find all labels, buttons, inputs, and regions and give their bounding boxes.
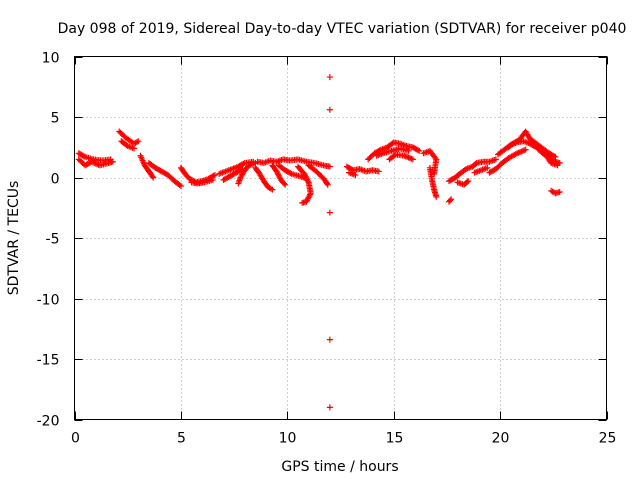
data-point [447, 197, 454, 204]
data-point [210, 172, 217, 179]
data-point [375, 168, 382, 175]
data-point [269, 186, 276, 193]
y-axis-label: SDTVAR / TECUs [6, 181, 22, 296]
data-point [326, 209, 333, 216]
y-tick-label: 5 [51, 111, 60, 127]
y-tick-label: 10 [42, 51, 60, 67]
x-tick-label: 0 [71, 431, 80, 447]
data-point [522, 146, 529, 153]
data-point [324, 181, 331, 188]
x-tick-label: 15 [386, 431, 404, 447]
y-tick-label: -10 [37, 293, 60, 309]
data-point [416, 147, 423, 154]
data-point [80, 153, 87, 160]
data-point [135, 138, 142, 145]
data-point [324, 180, 331, 187]
data-layer [75, 74, 563, 411]
data-point [326, 106, 333, 113]
data-point [240, 160, 247, 167]
data-point [492, 156, 499, 163]
data-point [326, 163, 333, 170]
data-point [465, 178, 472, 185]
y-tick-label: -20 [37, 414, 60, 430]
data-point [405, 147, 412, 154]
data-point [211, 172, 218, 179]
data-point [131, 145, 138, 152]
y-tick-label: -5 [46, 232, 60, 248]
data-point [326, 336, 333, 343]
data-point [326, 74, 333, 81]
data-point [282, 181, 289, 188]
data-point [464, 179, 471, 186]
y-tick-label: -15 [37, 353, 60, 369]
data-point [299, 199, 306, 206]
data-point [177, 182, 184, 189]
chart-title: Day 098 of 2019, Sidereal Day-to-day VTE… [58, 21, 627, 37]
data-point [176, 182, 183, 189]
x-axis-label: GPS time / hours [281, 459, 398, 475]
data-point [554, 162, 561, 169]
x-tick-label: 10 [279, 431, 297, 447]
data-point [287, 170, 294, 177]
data-point [409, 156, 416, 163]
x-tick-label: 5 [177, 431, 186, 447]
data-point [414, 147, 421, 154]
x-tick-label: 20 [492, 431, 510, 447]
data-point [472, 160, 479, 167]
y-tick-label: 0 [51, 172, 60, 188]
data-point [107, 156, 114, 163]
data-point [551, 153, 558, 160]
data-point [281, 180, 288, 187]
data-point [150, 174, 157, 181]
data-point [326, 404, 333, 411]
grid [74, 56, 607, 420]
data-point [352, 172, 359, 179]
data-point [484, 164, 491, 171]
data-point [149, 173, 156, 180]
data-point [209, 176, 216, 183]
x-tick-label: 25 [599, 431, 617, 447]
data-point [433, 193, 440, 200]
data-point [556, 189, 563, 196]
ticks: 0 5 10 15 20 25 -20 -15 -10 -5 0 5 10 [37, 51, 617, 447]
data-point [448, 196, 455, 203]
data-point [552, 153, 559, 160]
